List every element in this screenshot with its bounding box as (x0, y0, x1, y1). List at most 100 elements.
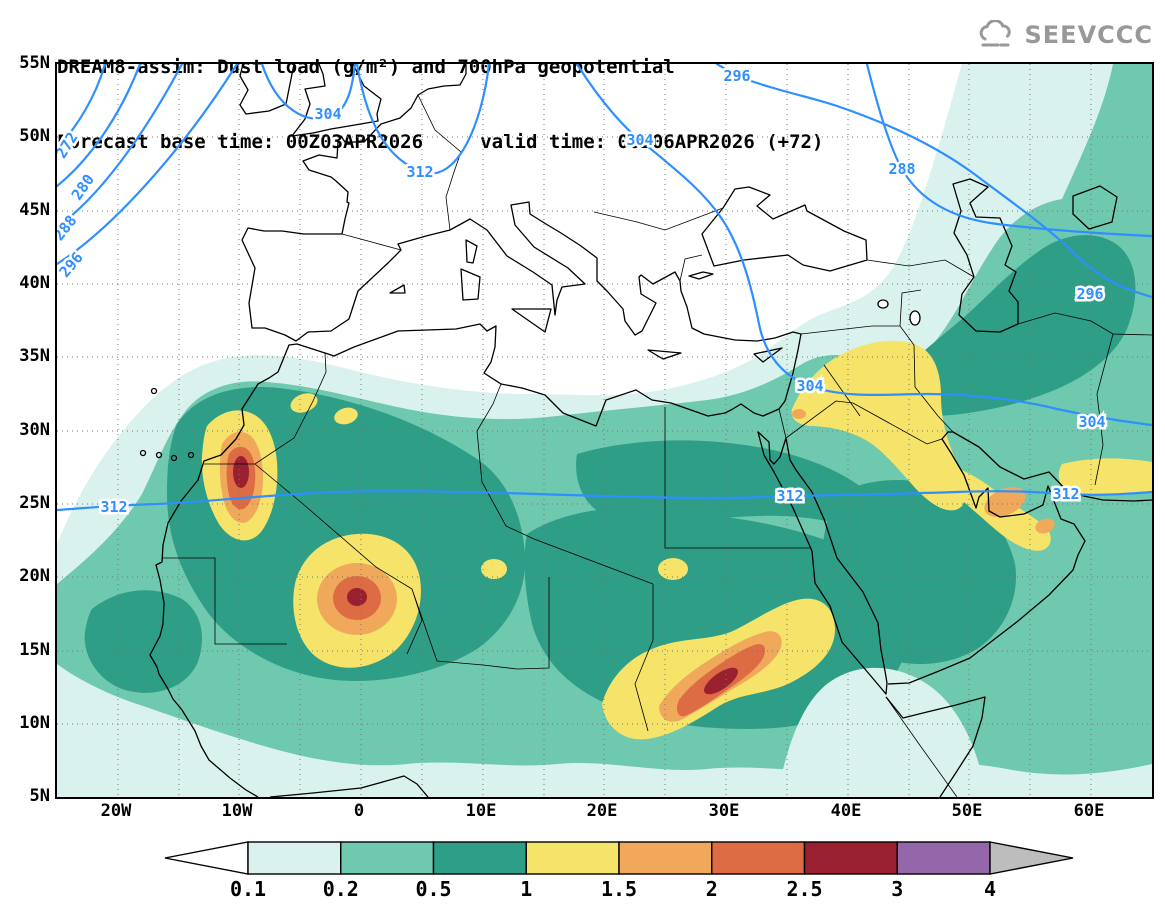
contour-label: 304 (796, 377, 823, 395)
contour-296-west (57, 64, 239, 266)
coastline-marmara (688, 271, 714, 280)
dust-level-0p1-inner (777, 667, 987, 797)
dust-level-2p5 (233, 456, 739, 695)
colorbar-label: 0.5 (415, 877, 451, 901)
colorbar-label: 3 (891, 877, 903, 901)
colorbar: 0.1 0.2 0.5 1 1.5 2 2.5 3 4 (164, 841, 1074, 901)
contour-label: 304 (314, 105, 341, 123)
contour-288-east (865, 64, 1152, 238)
contour-288-west (57, 64, 184, 229)
colorbar-segment (711, 841, 806, 875)
colorbar-label: 2.5 (786, 877, 822, 901)
contour-304-west (260, 64, 357, 120)
seevccc-logo: SEEVCCC (974, 20, 1154, 50)
dust-blob (791, 340, 966, 511)
geopotential-contours (57, 64, 1152, 512)
coastline-aral (1072, 185, 1118, 230)
colorbar-label: 1.5 (601, 877, 637, 901)
contour-296-east (715, 64, 1152, 299)
dust-blob (1058, 458, 1152, 496)
colorbar-label: 2 (706, 877, 718, 901)
lat-label: 35N (19, 346, 50, 366)
dust-blob (877, 235, 1136, 417)
contour-label: 296 (57, 249, 87, 281)
dust-blob (347, 588, 367, 606)
contour-label: 288 (888, 160, 915, 178)
contour-label: 296 (1076, 285, 1103, 303)
lon-label: 40E (830, 801, 862, 821)
contour-label: 312 (406, 163, 433, 181)
figure-titles: DREAM8-assim: Dust load (g/m²) and 700hP… (57, 5, 823, 205)
colorbar-label: 0.1 (230, 877, 266, 901)
dust-blob (1035, 518, 1055, 534)
contour-label: 304 (626, 131, 653, 149)
coastline-gulf-of-guinea (269, 775, 429, 797)
colorbar-segment (247, 841, 342, 875)
lat-label: 15N (19, 640, 50, 660)
dust-blob (84, 590, 202, 693)
island-dot (150, 387, 158, 395)
coastline-red-sea (757, 431, 888, 695)
colorbar-label: 0.2 (323, 877, 359, 901)
lon-label: 30E (708, 801, 740, 821)
lat-label: 20N (19, 566, 50, 586)
coastline-islands (389, 239, 783, 363)
contour-label: 280 (68, 171, 98, 204)
island-dot (170, 454, 178, 462)
coastline-caspian (952, 178, 1019, 333)
lat-label: 45N (19, 200, 50, 220)
lat-label: 55N (19, 53, 50, 73)
lat-label: 25N (19, 493, 50, 513)
lon-label: 20W (100, 801, 132, 821)
contour-label: 312 (776, 487, 803, 505)
colorbar-label: 4 (984, 877, 996, 901)
coastline-black-sea (701, 186, 868, 272)
island-dot (155, 451, 163, 459)
lon-label: 0 (353, 801, 365, 821)
graticule (57, 64, 1152, 797)
lat-label: 10N (19, 713, 50, 733)
border-lines (162, 94, 1152, 797)
contour-304-east (575, 64, 1152, 427)
contour-label: 296 (723, 67, 750, 85)
cloud-icon (979, 20, 1011, 47)
contour-280 (57, 64, 142, 188)
colorbar-segment (803, 841, 898, 875)
dust-blob (290, 393, 318, 413)
dust-blob (984, 486, 1026, 518)
map-plot-area: 304 312 304 296 288 296 304 304 312 312 … (55, 62, 1154, 799)
coastline-europe-africa (149, 64, 802, 797)
coastline-britain (291, 64, 382, 137)
lon-label: 10W (221, 801, 253, 821)
dust-blob (777, 667, 987, 797)
map-canvas: 304 312 304 296 288 296 304 304 312 312 … (57, 64, 1152, 797)
island-dot (187, 451, 195, 459)
coastline-ireland (239, 64, 295, 115)
contour-label: 312 (1052, 485, 1079, 503)
lat-label: 50N (19, 126, 50, 146)
colorbar-label: 1 (520, 877, 532, 901)
dust-blob (821, 479, 1017, 665)
lon-label: 20E (586, 801, 618, 821)
lat-label: 5N (29, 786, 50, 806)
contour-label: 272 (57, 129, 82, 162)
contour-label: 304 (1078, 413, 1105, 431)
contour-312-africa (57, 490, 1152, 512)
logo-text: SEEVCCC (1024, 21, 1153, 49)
colorbar-segment (432, 841, 527, 875)
colorbar-segment (340, 841, 435, 875)
dust-blob (792, 409, 806, 419)
chart-title: DREAM8-assim: Dust load (g/m²) and 700hP… (57, 56, 675, 78)
lake-urmia (909, 310, 921, 326)
coastline-somalia (885, 696, 986, 797)
colorbar-arrow-left (164, 841, 249, 875)
lat-label: 40N (19, 273, 50, 293)
lake-van (877, 299, 889, 309)
lon-label: 50E (951, 801, 983, 821)
lon-label: 10E (465, 801, 497, 821)
contour-272 (57, 64, 107, 151)
contour-label: 312 (100, 498, 127, 516)
dust-blob (703, 667, 739, 695)
island-dot (139, 449, 147, 457)
